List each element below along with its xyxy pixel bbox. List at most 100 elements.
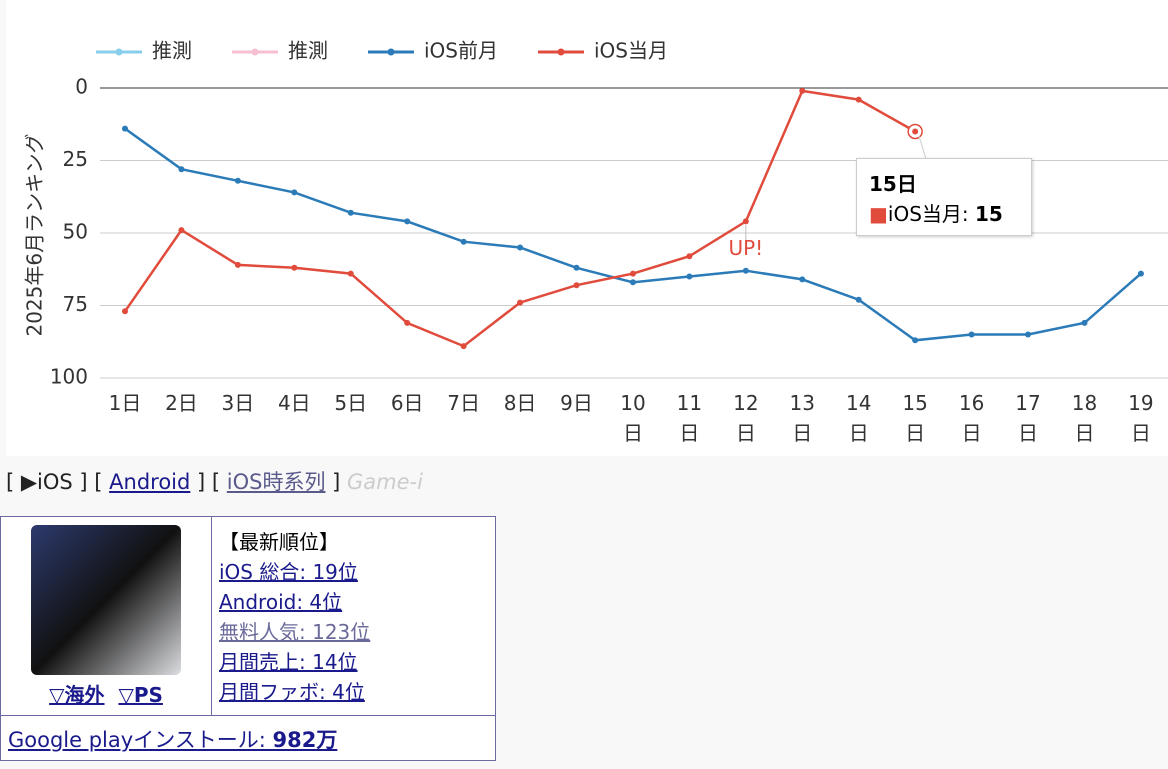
y-tick-label: 0: [75, 75, 88, 99]
x-tick-label: 10日: [620, 391, 646, 445]
icon-cell: ▽海外 ▽PS: [1, 517, 212, 715]
point: [686, 253, 693, 260]
x-tick-label: 13日: [789, 391, 815, 445]
highlight-dot: [912, 128, 919, 135]
legend-label: iOS前月: [424, 39, 498, 63]
tooltip: 15日 ■iOS当月: 15: [856, 158, 1032, 236]
x-tick-label: 6日: [390, 391, 424, 415]
point: [855, 296, 862, 303]
y-tick-label: 75: [63, 292, 88, 316]
point: [799, 87, 806, 94]
x-tick-label: 15日: [902, 391, 928, 445]
x-tick-label: 7日: [447, 391, 480, 415]
x-tick-label: 17日: [1015, 391, 1041, 445]
x-tick-label: 11日: [676, 391, 703, 445]
point: [742, 218, 749, 225]
install-value: 982万: [272, 728, 338, 752]
point: [234, 261, 241, 268]
legend-dot: [387, 48, 395, 56]
x-tick-label: 1日: [108, 391, 142, 415]
nav-link[interactable]: iOS時系列: [226, 470, 326, 494]
install-link[interactable]: Google playインストール: 982万: [8, 728, 337, 752]
rank-link[interactable]: 月間売上: 14位: [219, 650, 358, 674]
point: [347, 209, 354, 216]
legend-dot: [115, 48, 123, 56]
install-label: Google playインストール:: [8, 728, 273, 752]
rank-link[interactable]: iOS 総合: 19位: [219, 560, 358, 584]
point: [347, 270, 354, 277]
rank-link[interactable]: 無料人気: 123位: [219, 620, 371, 644]
x-tick-label: 19日: [1128, 391, 1154, 445]
point: [742, 267, 749, 274]
nav-current: ▶iOS: [20, 470, 73, 494]
y-tick-label: 50: [63, 220, 88, 244]
x-tick-label: 8日: [503, 391, 537, 415]
y-axis-label: 2025年6月ランキング: [23, 133, 47, 336]
tooltip-label: iOS当月:: [887, 202, 969, 226]
series-line: [123, 89, 916, 348]
point: [629, 270, 636, 277]
legend-label: 推測: [288, 39, 328, 63]
point: [968, 331, 975, 338]
x-tick-label: 9日: [560, 391, 593, 415]
x-tick-label: 14日: [845, 391, 872, 445]
rank-list: 【最新順位】 iOS 総合: 19位 Android: 4位 無料人気: 123…: [219, 527, 370, 707]
tooltip-pointer: [918, 136, 966, 160]
point: [517, 299, 524, 306]
heading: 【最新順位】: [219, 530, 339, 554]
point: [404, 319, 411, 326]
point: [291, 264, 298, 271]
x-tick-label: 18日: [1071, 391, 1098, 445]
tooltip-value: 15: [975, 202, 1003, 226]
chart: 2025年6月ランキング 0 25 50 75 100 推測 推測 iOS前月 iOS当月 UP!: [23, 39, 1168, 389]
point: [573, 264, 580, 271]
point: [460, 343, 467, 350]
point: [291, 189, 298, 196]
y-tick-label: 25: [63, 147, 88, 171]
x-tick-label: 5日: [334, 391, 368, 415]
legend-dot: [251, 48, 259, 56]
x-tick-label: 12日: [733, 391, 759, 445]
point: [912, 337, 919, 344]
point: [1137, 270, 1144, 277]
platform-links: ▽海外 ▽PS: [1, 679, 211, 708]
link[interactable]: ▽PS: [118, 683, 163, 707]
point: [178, 227, 185, 234]
info-card: ▽海外 ▽PS 【最新順位】 iOS 総合: 19位 Android: 4位 無…: [0, 516, 496, 761]
point: [799, 276, 806, 283]
tooltip-title: 15日: [869, 172, 917, 196]
point: [1081, 319, 1088, 326]
rank-link[interactable]: 月間ファボ: 4位: [219, 680, 365, 704]
point: [1025, 331, 1032, 338]
x-tick-label: 3日: [221, 391, 255, 415]
point: [855, 96, 862, 103]
rank-link[interactable]: Android: 4位: [219, 590, 343, 614]
legend-dot: [557, 48, 565, 56]
nav: [ ▶iOS ] [ Android ] [ iOS時系列 ] Game-i: [6, 470, 423, 494]
point: [573, 282, 580, 289]
annotation: UP!: [728, 236, 763, 260]
install-row: Google playインストール: 982万: [1, 715, 495, 762]
point: [686, 273, 693, 280]
point: [122, 308, 128, 315]
point: [517, 244, 524, 251]
x-tick-label: 4日: [277, 391, 311, 415]
tooltip-row: ■iOS当月: 15: [869, 202, 1003, 226]
point: [234, 177, 241, 184]
legend-label: 推測: [152, 39, 192, 63]
chart-panel: 2025年6月ランキング 0 25 50 75 100 推測 推測 iOS前月 iOS当月 UP!…: [6, 0, 1168, 456]
app-icon: [31, 525, 181, 675]
point: [460, 238, 467, 245]
link[interactable]: ▽海外: [49, 683, 105, 707]
x-tick-label: 16日: [958, 391, 985, 445]
point: [629, 279, 636, 286]
x-tick-label: 2日: [165, 391, 198, 415]
point: [122, 125, 128, 132]
point: [178, 166, 185, 173]
y-tick-label: 100: [50, 365, 88, 389]
nav-link[interactable]: Android: [109, 470, 191, 494]
legend-label: iOS当月: [594, 39, 668, 63]
brand: Game-i: [347, 470, 423, 494]
point: [404, 218, 411, 225]
